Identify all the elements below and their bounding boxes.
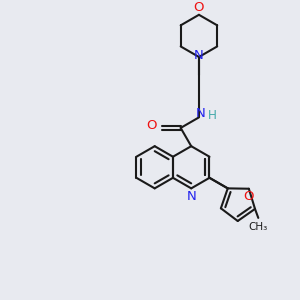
Text: O: O: [194, 1, 204, 13]
Text: O: O: [147, 118, 157, 131]
Text: N: N: [194, 49, 204, 62]
Text: N: N: [186, 190, 196, 202]
Text: CH₃: CH₃: [249, 221, 268, 232]
Text: O: O: [244, 190, 254, 203]
Text: N: N: [196, 107, 206, 120]
Text: H: H: [208, 109, 217, 122]
